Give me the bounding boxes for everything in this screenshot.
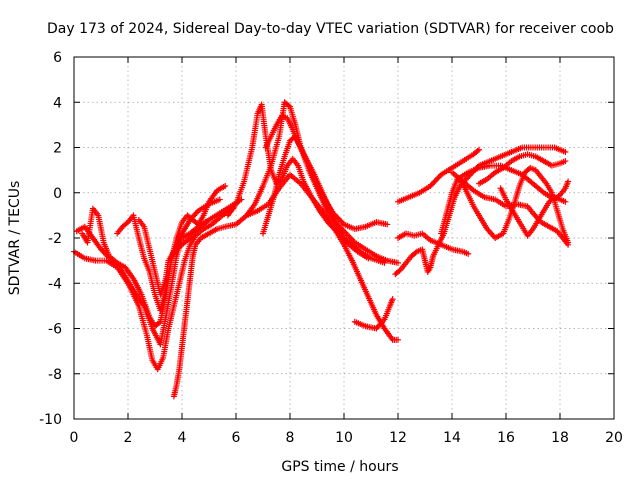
data-point [156,319,163,326]
y-tick-label: 2 [53,141,62,157]
data-point [222,182,229,189]
x-tick-label: 10 [335,430,353,446]
data-point [412,249,419,256]
data-point [285,102,292,109]
data-point [389,296,396,303]
series-sat-a [71,205,237,373]
data-point [203,219,210,226]
data-point [384,221,391,228]
data-point [216,196,223,203]
series-sat-r [476,151,569,187]
data-point [395,336,401,343]
y-tick-label: -10 [39,412,62,428]
data-point [565,178,572,185]
data-point [201,220,208,227]
x-tick-label: 2 [124,430,133,446]
x-tick-label: 4 [178,430,187,446]
y-tick-label: -2 [48,231,62,247]
y-tick-label: -4 [48,276,62,292]
data-point [396,267,403,274]
x-tick-label: 12 [389,430,407,446]
y-tick-label: 4 [53,95,62,111]
series-sat-d [114,182,229,314]
x-axis-label: GPS time / hours [281,459,398,475]
x-tick-label: 18 [551,430,569,446]
series-sat-j [262,112,372,262]
chart-title: Day 173 of 2024, Sidereal Day-to-day VTE… [47,21,614,37]
data-point [185,236,192,243]
series-sat-e [135,216,210,298]
series-sat-k [351,296,396,332]
series-sat-s [497,185,569,239]
y-tick-label: -8 [48,367,62,383]
data-point [365,255,372,262]
x-tick-label: 0 [70,430,79,446]
x-tick-label: 6 [232,430,241,446]
y-axis-label: SDTVAR / TECUs [7,181,23,296]
series-sat-g [224,101,388,266]
series-sat-h [243,99,401,266]
x-tick-label: 20 [605,430,623,446]
data-point [565,241,572,248]
x-tick-label: 16 [497,430,515,446]
data-point [562,149,569,156]
data-point [465,250,472,257]
data-point [474,147,481,154]
data-point [562,158,569,165]
y-tick-label: -6 [48,322,62,338]
x-tick-label: 8 [286,430,295,446]
data-point [476,146,482,153]
data-point [562,198,569,205]
data-series [71,99,572,400]
data-point [123,220,130,227]
series-sat-n [395,146,482,205]
y-tick-label: 0 [53,186,62,202]
axes: 0 2 4 6 8 10 12 14 16 18 20 -10 -8 -6 -4 -2 0 2 4 6 [39,50,623,446]
x-tick-label: 14 [443,430,461,446]
y-tick-label: 6 [53,50,62,66]
data-point [395,259,401,266]
